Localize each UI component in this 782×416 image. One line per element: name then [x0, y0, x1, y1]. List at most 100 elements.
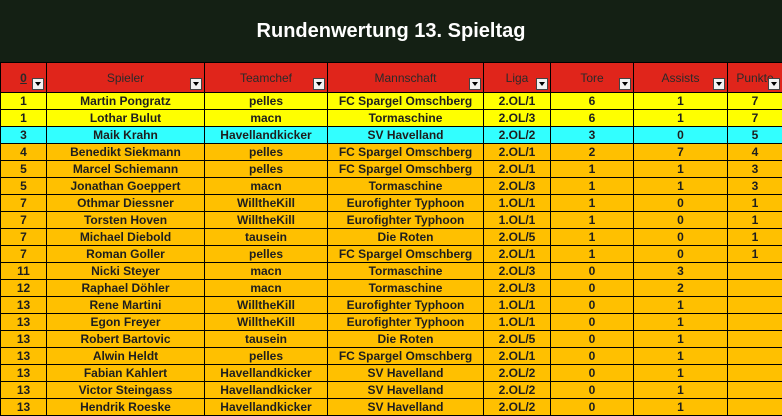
- cell-rank[interactable]: 1: [1, 110, 47, 127]
- cell-liga[interactable]: 1.OL/1: [484, 297, 551, 314]
- cell-mannschaft[interactable]: SV Havelland: [328, 399, 484, 416]
- cell-spieler[interactable]: Robert Bartovic: [47, 331, 205, 348]
- cell-mannschaft[interactable]: Tormaschine: [328, 263, 484, 280]
- cell-rank[interactable]: 13: [1, 382, 47, 399]
- cell-spieler[interactable]: Martin Pongratz: [47, 93, 205, 110]
- cell-assists[interactable]: 1: [634, 93, 728, 110]
- cell-assists[interactable]: 0: [634, 229, 728, 246]
- cell-spieler[interactable]: Torsten Hoven: [47, 212, 205, 229]
- cell-tore[interactable]: 6: [551, 110, 634, 127]
- cell-rank[interactable]: 13: [1, 331, 47, 348]
- column-header-assists[interactable]: Assists: [634, 63, 728, 93]
- cell-liga[interactable]: 2.OL/3: [484, 280, 551, 297]
- cell-assists[interactable]: 0: [634, 195, 728, 212]
- cell-teamchef[interactable]: WilltheKill: [205, 195, 328, 212]
- cell-mannschaft[interactable]: Die Roten: [328, 229, 484, 246]
- cell-rank[interactable]: 13: [1, 297, 47, 314]
- cell-tore[interactable]: 1: [551, 195, 634, 212]
- cell-liga[interactable]: 2.OL/2: [484, 382, 551, 399]
- cell-punkte[interactable]: 1: [728, 212, 782, 229]
- cell-liga[interactable]: 2.OL/2: [484, 127, 551, 144]
- cell-mannschaft[interactable]: Eurofighter Typhoon: [328, 314, 484, 331]
- cell-assists[interactable]: 1: [634, 399, 728, 416]
- cell-punkte[interactable]: 3: [728, 161, 782, 178]
- cell-teamchef[interactable]: pelles: [205, 144, 328, 161]
- cell-punkte[interactable]: 3: [728, 178, 782, 195]
- cell-mannschaft[interactable]: FC Spargel Omschberg: [328, 246, 484, 263]
- cell-tore[interactable]: 0: [551, 348, 634, 365]
- cell-rank[interactable]: 13: [1, 348, 47, 365]
- cell-teamchef[interactable]: pelles: [205, 246, 328, 263]
- column-header-tore[interactable]: Tore: [551, 63, 634, 93]
- cell-assists[interactable]: 3: [634, 263, 728, 280]
- cell-assists[interactable]: 1: [634, 382, 728, 399]
- cell-spieler[interactable]: Fabian Kahlert: [47, 365, 205, 382]
- cell-liga[interactable]: 2.OL/1: [484, 246, 551, 263]
- cell-tore[interactable]: 1: [551, 161, 634, 178]
- dropdown-arrow-icon[interactable]: [768, 78, 780, 90]
- cell-tore[interactable]: 1: [551, 178, 634, 195]
- cell-punkte[interactable]: [728, 331, 782, 348]
- cell-assists[interactable]: 7: [634, 144, 728, 161]
- cell-punkte[interactable]: 1: [728, 229, 782, 246]
- cell-teamchef[interactable]: tausein: [205, 331, 328, 348]
- dropdown-arrow-icon[interactable]: [619, 78, 631, 90]
- cell-teamchef[interactable]: macn: [205, 178, 328, 195]
- cell-assists[interactable]: 1: [634, 348, 728, 365]
- column-header-punkte[interactable]: Punkte: [728, 63, 782, 93]
- cell-liga[interactable]: 2.OL/1: [484, 93, 551, 110]
- cell-liga[interactable]: 2.OL/2: [484, 365, 551, 382]
- cell-punkte[interactable]: [728, 399, 782, 416]
- cell-punkte[interactable]: [728, 365, 782, 382]
- cell-liga[interactable]: 2.OL/3: [484, 263, 551, 280]
- cell-mannschaft[interactable]: FC Spargel Omschberg: [328, 93, 484, 110]
- cell-spieler[interactable]: Alwin Heldt: [47, 348, 205, 365]
- dropdown-arrow-icon[interactable]: [190, 78, 202, 90]
- cell-rank[interactable]: 5: [1, 178, 47, 195]
- cell-tore[interactable]: 0: [551, 365, 634, 382]
- cell-liga[interactable]: 1.OL/1: [484, 195, 551, 212]
- cell-assists[interactable]: 0: [634, 212, 728, 229]
- cell-punkte[interactable]: [728, 382, 782, 399]
- cell-mannschaft[interactable]: FC Spargel Omschberg: [328, 348, 484, 365]
- cell-tore[interactable]: 0: [551, 280, 634, 297]
- cell-teamchef[interactable]: Havellandkicker: [205, 399, 328, 416]
- cell-teamchef[interactable]: tausein: [205, 229, 328, 246]
- cell-tore[interactable]: 3: [551, 127, 634, 144]
- cell-tore[interactable]: 0: [551, 314, 634, 331]
- cell-teamchef[interactable]: macn: [205, 110, 328, 127]
- cell-tore[interactable]: 0: [551, 399, 634, 416]
- dropdown-arrow-icon[interactable]: [313, 78, 325, 90]
- cell-spieler[interactable]: Othmar Diessner: [47, 195, 205, 212]
- cell-punkte[interactable]: 1: [728, 195, 782, 212]
- cell-spieler[interactable]: Egon Freyer: [47, 314, 205, 331]
- cell-rank[interactable]: 12: [1, 280, 47, 297]
- cell-mannschaft[interactable]: SV Havelland: [328, 365, 484, 382]
- cell-liga[interactable]: 2.OL/1: [484, 161, 551, 178]
- cell-tore[interactable]: 6: [551, 93, 634, 110]
- dropdown-arrow-icon[interactable]: [32, 78, 44, 90]
- cell-spieler[interactable]: Benedikt Siekmann: [47, 144, 205, 161]
- cell-spieler[interactable]: Michael Diebold: [47, 229, 205, 246]
- dropdown-arrow-icon[interactable]: [536, 78, 548, 90]
- cell-liga[interactable]: 2.OL/1: [484, 144, 551, 161]
- cell-teamchef[interactable]: macn: [205, 263, 328, 280]
- cell-liga[interactable]: 2.OL/3: [484, 178, 551, 195]
- cell-punkte[interactable]: 1: [728, 246, 782, 263]
- cell-mannschaft[interactable]: Tormaschine: [328, 110, 484, 127]
- cell-mannschaft[interactable]: Eurofighter Typhoon: [328, 297, 484, 314]
- cell-assists[interactable]: 1: [634, 297, 728, 314]
- cell-rank[interactable]: 4: [1, 144, 47, 161]
- cell-teamchef[interactable]: pelles: [205, 93, 328, 110]
- cell-mannschaft[interactable]: Eurofighter Typhoon: [328, 195, 484, 212]
- column-header-liga[interactable]: Liga: [484, 63, 551, 93]
- dropdown-arrow-icon[interactable]: [713, 78, 725, 90]
